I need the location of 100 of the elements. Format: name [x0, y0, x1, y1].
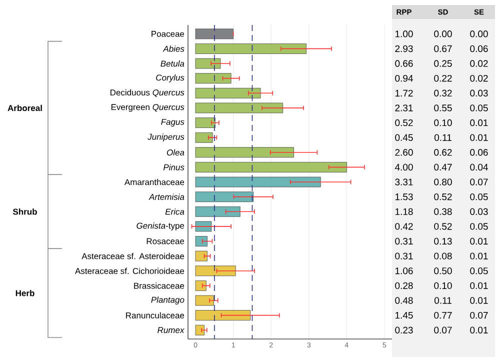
text: 0.22: [434, 74, 452, 82]
bar: [195, 88, 261, 98]
text: 0.28: [395, 282, 413, 290]
bar: [195, 295, 214, 306]
text: 0.23: [395, 326, 413, 334]
text: 0.52: [434, 223, 452, 230]
text: 3.31: [395, 178, 413, 186]
text: 0.31: [395, 252, 413, 260]
bar: [195, 118, 216, 128]
text: 0.02: [470, 74, 488, 82]
text: 0.80: [434, 178, 452, 186]
y-tick-label: Rumex: [158, 327, 184, 334]
text: 1.18: [395, 208, 413, 215]
bar: [195, 58, 221, 69]
y-tick-label: Poaceae: [152, 30, 184, 37]
y-tick-label: Ranunculaceae: [126, 312, 184, 318]
y-tick-label: Amaranthaceae: [124, 178, 184, 186]
text: 0.11: [434, 297, 452, 304]
text: 0.00: [470, 30, 488, 38]
text: 0.03: [470, 208, 488, 215]
text: 0.01: [470, 297, 488, 304]
text: 0.25: [434, 60, 452, 67]
text: 0.42: [395, 223, 413, 230]
bar: [195, 206, 240, 217]
text: 0.06: [470, 149, 488, 156]
bar: [195, 236, 208, 246]
text: 0.52: [395, 119, 413, 126]
bar: [195, 162, 347, 172]
bar: [195, 44, 306, 54]
text: 0.31: [395, 238, 413, 245]
text: 0.06: [470, 45, 488, 52]
text: 4.00: [394, 164, 413, 171]
bar: [195, 28, 234, 40]
bar: [195, 102, 284, 114]
text: 0.52: [434, 193, 452, 200]
y-tick-label: Olea: [166, 149, 184, 156]
text: 0.01: [470, 282, 488, 290]
text: 2.60: [395, 149, 413, 156]
text: 2.31: [395, 104, 413, 112]
text: 0.07: [434, 326, 452, 334]
text: 0.07: [470, 312, 488, 319]
bar: [195, 310, 251, 321]
text: 0.05: [470, 104, 488, 112]
y-tick-label: Genista-type: [136, 222, 184, 230]
text: 1.00: [395, 30, 413, 38]
y-tick-label: Betula: [160, 60, 184, 67]
text: 0.05: [470, 193, 488, 200]
text: 0.77: [434, 312, 452, 319]
y-tick-label: Rosaceae: [146, 238, 184, 244]
text: 0.38: [434, 208, 452, 215]
text: 2.93: [395, 45, 413, 52]
y-tick-label: Abies: [162, 46, 184, 52]
bar: [195, 324, 204, 336]
text: 0.05: [470, 223, 488, 230]
text: 0.45: [395, 134, 413, 141]
y-tick-label: Juniperus: [148, 134, 184, 142]
text: 0.01: [470, 326, 488, 334]
bar: [195, 280, 206, 291]
text: 0.08: [434, 252, 452, 260]
text: 0.66: [395, 60, 413, 67]
text: 0.01: [470, 252, 488, 260]
y-tick-label: Artemisia: [148, 194, 184, 200]
y-tick-label: Pinus: [163, 164, 184, 170]
y-tick-label: Fagus: [161, 118, 184, 127]
bar: [195, 250, 208, 262]
text: 1.53: [395, 193, 413, 200]
text: 0.67: [434, 45, 452, 52]
text: 0.05: [470, 268, 488, 274]
text: 0.10: [434, 282, 452, 290]
text: 0.07: [470, 178, 488, 186]
y-tick-label: Evergreen Quercus: [111, 104, 184, 112]
bar: [195, 266, 236, 276]
text: 0.13: [434, 238, 452, 245]
y-tick-label: Asteraceae sf. Cichorioideae: [75, 268, 184, 274]
text: 0.01: [470, 119, 488, 126]
text: 0.01: [470, 134, 488, 141]
text: 0.02: [470, 60, 488, 67]
text: 0.10: [434, 119, 452, 126]
text: 1.45: [395, 312, 413, 319]
y-tick-label: Erica: [165, 208, 184, 215]
text: Arboreal: [8, 104, 42, 112]
y-tick-label: Corylus: [156, 74, 184, 82]
y-tick-label: Asteraceae sf. Asteroideae: [82, 252, 184, 260]
text: 0.48: [395, 297, 413, 304]
text: 0.62: [434, 149, 452, 156]
text: 0.47: [434, 164, 452, 171]
bar: [195, 221, 212, 232]
text: 0.32: [434, 90, 452, 96]
text: 0.03: [470, 90, 488, 96]
text: 0.04: [470, 164, 488, 171]
bar: [195, 73, 232, 84]
text: 0.00: [434, 30, 452, 38]
text: 0.11: [434, 134, 452, 141]
y-tick-label: Deciduous Quercus: [110, 89, 184, 98]
text: 0.55: [434, 104, 452, 112]
text: 0.50: [434, 268, 452, 274]
bar: [195, 132, 213, 143]
bar: [195, 176, 321, 188]
text: 1.06: [395, 268, 413, 274]
text: 1.72: [395, 90, 413, 96]
